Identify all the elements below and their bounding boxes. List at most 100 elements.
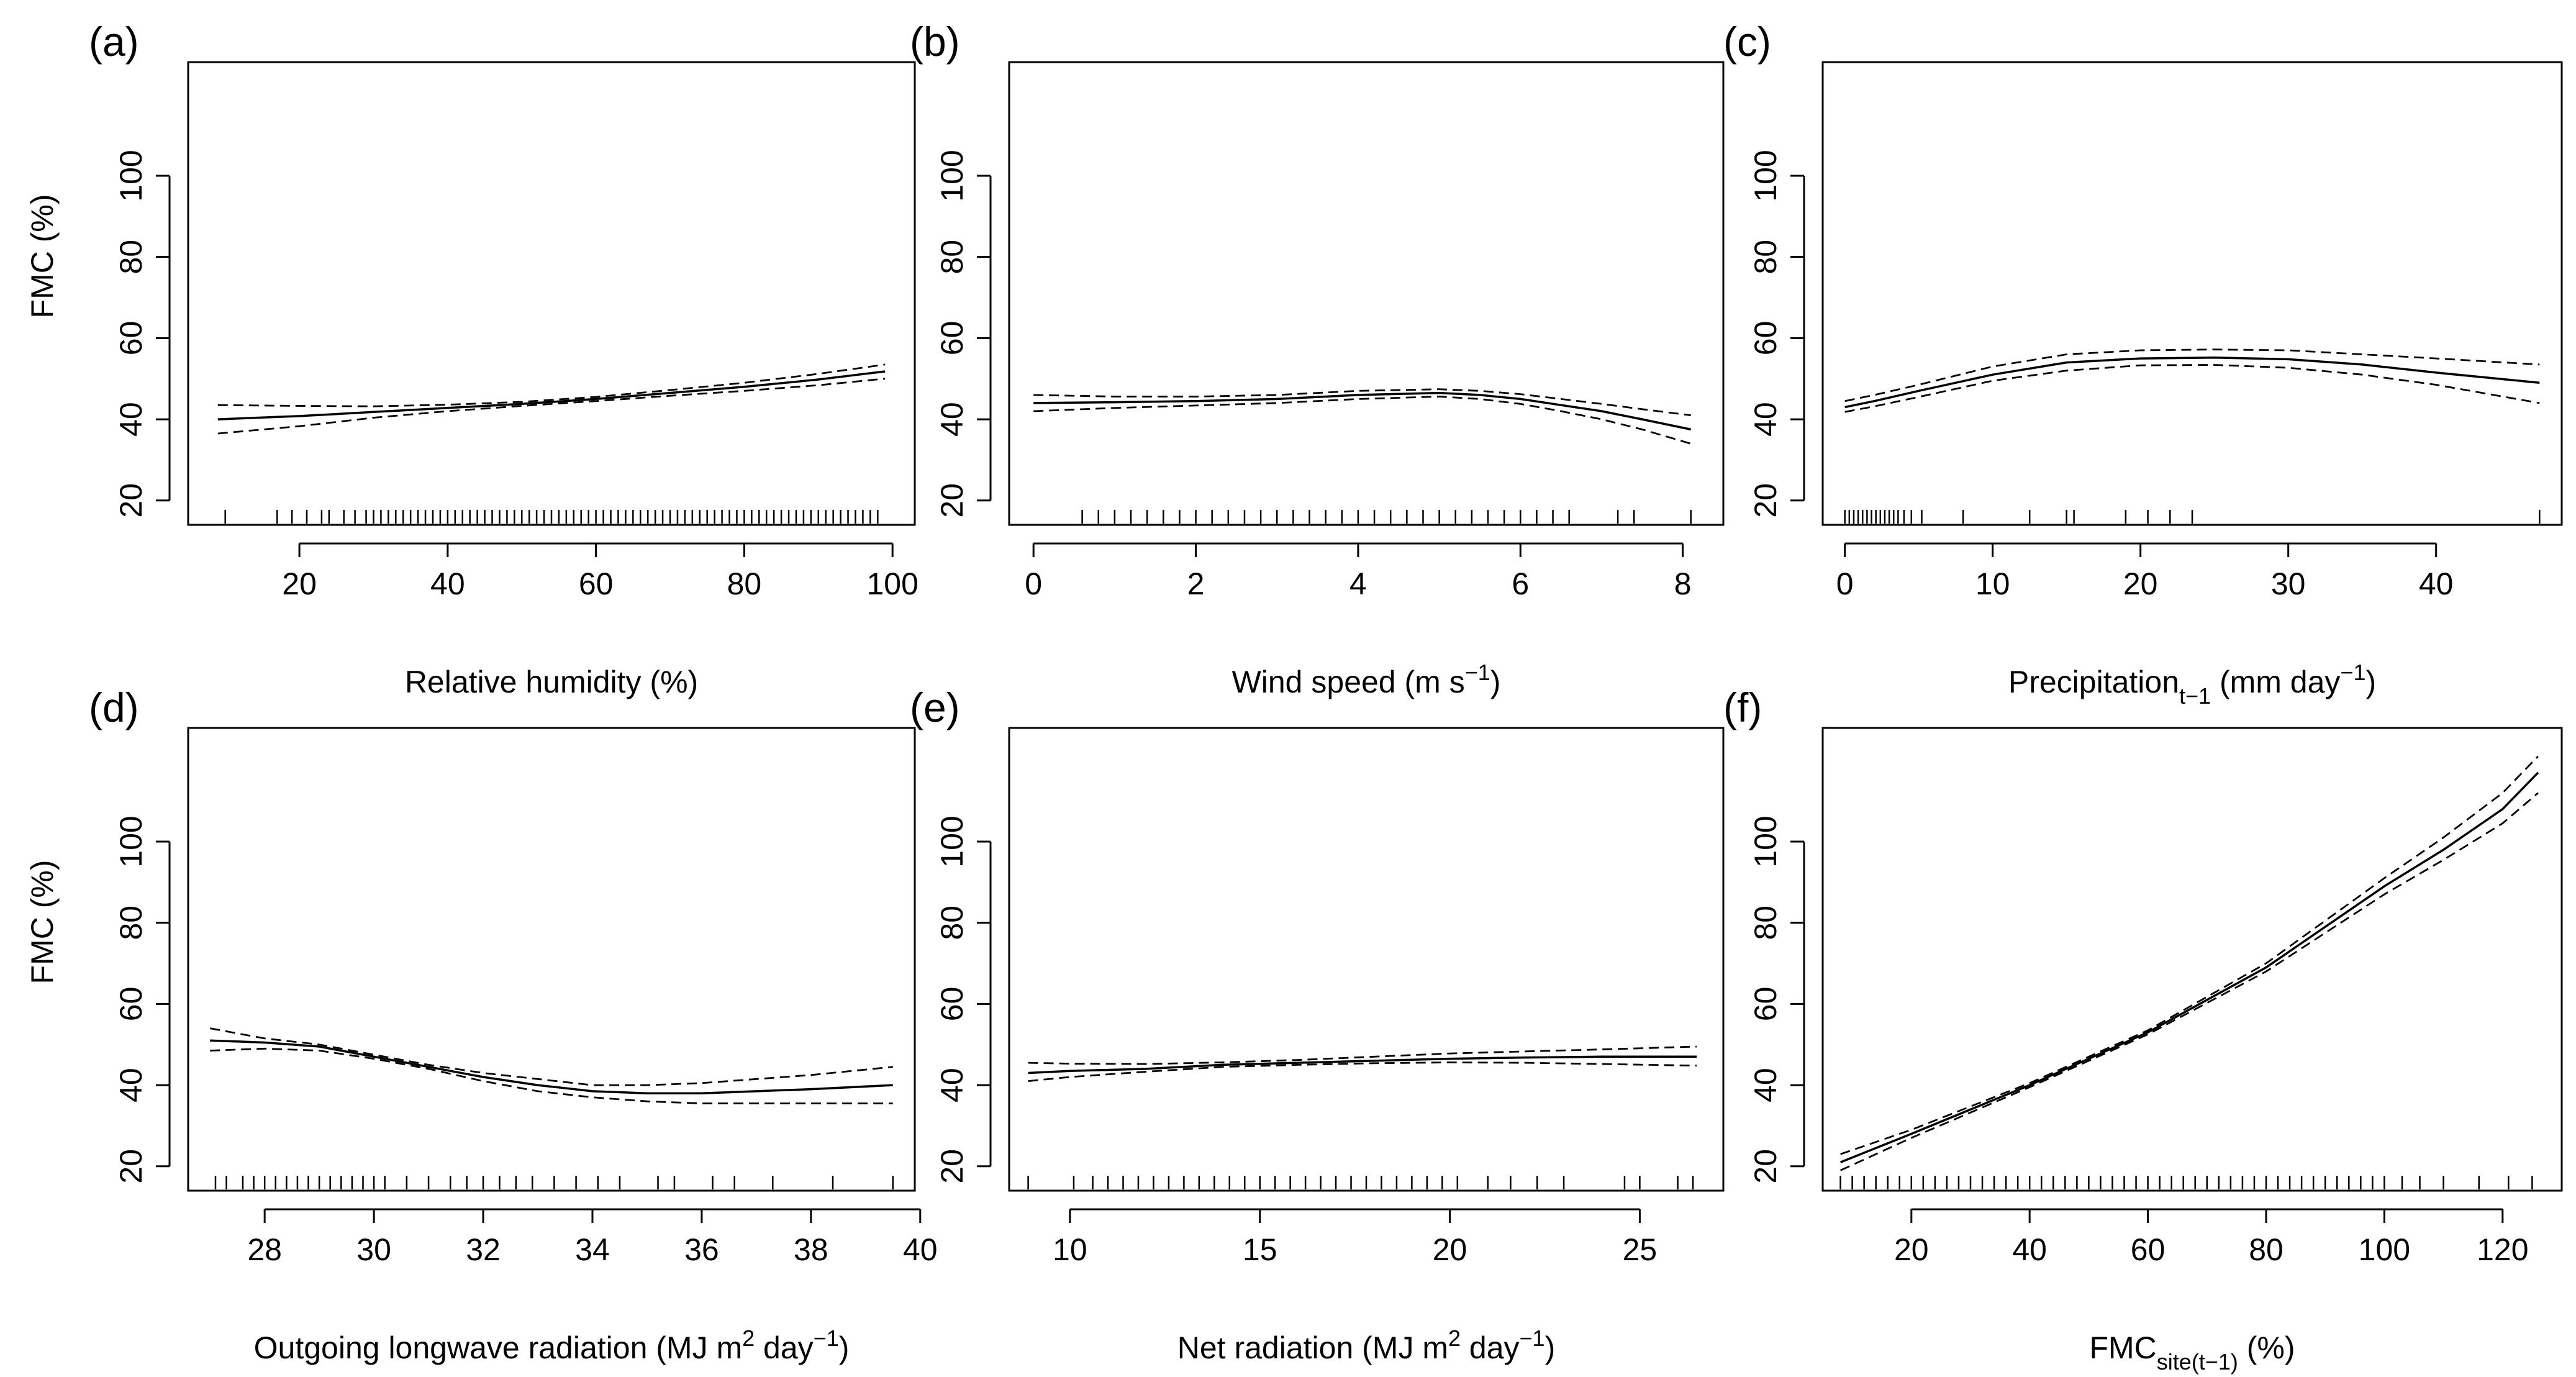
x-tick-label-e: 10 xyxy=(1053,1232,1087,1267)
x-tick-label-c: 40 xyxy=(2419,566,2454,601)
x-tick-label-f: 20 xyxy=(1894,1232,1929,1267)
x-tick-label-e: 15 xyxy=(1243,1232,1277,1267)
y-tick-label-d: 80 xyxy=(114,906,148,940)
plot-frame-d xyxy=(187,727,916,1192)
ci-line-upper-f xyxy=(1840,755,2539,1155)
y-tick-label-b: 100 xyxy=(935,150,969,201)
x-tick-label-f: 60 xyxy=(2131,1232,2166,1267)
x-tick-label-d: 32 xyxy=(466,1232,501,1267)
y-tick-label-a: 60 xyxy=(114,321,148,356)
panel-c: (c) 0 10 20 30 40 20 40 60 80 100 Precipitationt−1 … xyxy=(1723,19,2563,709)
x-tick-label-b: 6 xyxy=(1512,566,1529,601)
x-tick-label-f: 40 xyxy=(2012,1232,2047,1267)
x-tick-label-c: 20 xyxy=(2123,566,2158,601)
y-tick-label-b: 80 xyxy=(935,240,969,275)
ci-line-upper-d xyxy=(209,1027,893,1086)
y-tick-label-c: 20 xyxy=(1748,483,1783,518)
x-axis-label-b: Wind speed (m s−1) xyxy=(1232,660,1501,699)
fit-line-e xyxy=(1028,1055,1697,1075)
panel-a: (a) 20 40 60 80 100 20 40 60 80 100 FMC (%) Relative… xyxy=(25,19,918,699)
x-tick-label-d: 28 xyxy=(247,1232,282,1267)
fit-line-d xyxy=(210,1039,893,1094)
ci-line-lower-d xyxy=(210,1047,893,1104)
fit-line-f xyxy=(1839,771,2539,1163)
x-tick-label-c: 30 xyxy=(2271,566,2306,601)
ci-line-upper-b xyxy=(1033,388,1691,416)
y-tick-label-a: 20 xyxy=(114,483,148,518)
ci-line-lower-b xyxy=(1033,396,1692,445)
x-tick-label-b: 2 xyxy=(1187,566,1205,601)
x-tick-label-a: 100 xyxy=(866,566,918,601)
x-tick-label-a: 60 xyxy=(579,566,614,601)
y-tick-label-f: 40 xyxy=(1748,1068,1783,1102)
plot-frame-e xyxy=(1008,727,1725,1192)
panel-label-c: (c) xyxy=(1723,19,1771,65)
y-tick-label-c: 100 xyxy=(1748,150,1783,201)
x-tick-label-d: 34 xyxy=(575,1232,610,1267)
y-tick-label-c: 80 xyxy=(1748,240,1783,275)
y-tick-label-c: 40 xyxy=(1748,402,1783,437)
y-tick-label-f: 80 xyxy=(1748,906,1783,940)
fit-line-b xyxy=(1033,391,1692,431)
plot-frame-c xyxy=(1821,61,2563,526)
panel-label-f: (f) xyxy=(1723,684,1762,730)
x-tick-label-e: 25 xyxy=(1623,1232,1658,1267)
ci-line-upper-c xyxy=(1844,348,2540,402)
panel-label-a: (a) xyxy=(89,19,139,65)
x-tick-label-d: 36 xyxy=(684,1232,719,1267)
panel-f: (f) 20 40 60 80 100 120 20 40 60 80 100 FMCsite(t−1)… xyxy=(1723,684,2563,1375)
panel-label-b: (b) xyxy=(910,19,960,65)
y-tick-label-b: 20 xyxy=(935,483,969,518)
plot-frame-f xyxy=(1821,727,2563,1192)
plot-frame-a xyxy=(187,61,916,526)
y-tick-label-a: 40 xyxy=(114,402,148,437)
y-tick-label-f: 20 xyxy=(1748,1149,1783,1184)
x-tick-label-b: 8 xyxy=(1674,566,1692,601)
x-axis-label-a: Relative humidity (%) xyxy=(405,665,698,699)
panel-label-d: (d) xyxy=(89,684,139,730)
y-tick-label-a: 100 xyxy=(114,150,148,201)
y-axis-label-d: FMC (%) xyxy=(25,860,60,984)
ci-line-lower-c xyxy=(1844,364,2540,413)
panel-b: (b) 0 2 4 6 8 20 40 60 80 100 Wind speed (m s−1) xyxy=(910,19,1725,699)
x-axis-label-e: Net radiation (MJ m2 day−1) xyxy=(1177,1325,1555,1365)
x-tick-label-d: 30 xyxy=(356,1232,391,1267)
x-tick-label-f: 120 xyxy=(2477,1232,2528,1267)
x-tick-label-f: 80 xyxy=(2249,1232,2283,1267)
y-tick-label-e: 40 xyxy=(935,1068,969,1102)
x-tick-label-a: 80 xyxy=(727,566,762,601)
x-tick-label-c: 10 xyxy=(1975,566,2010,601)
y-tick-label-d: 60 xyxy=(114,987,148,1022)
fit-line-c xyxy=(1844,357,2540,409)
fit-line-a xyxy=(217,370,886,420)
y-tick-label-e: 20 xyxy=(935,1149,969,1184)
x-tick-label-d: 38 xyxy=(794,1232,828,1267)
y-tick-label-b: 60 xyxy=(935,321,969,356)
y-tick-label-a: 80 xyxy=(114,240,148,275)
x-tick-label-b: 4 xyxy=(1349,566,1367,601)
x-axis-label-c: Precipitationt−1 (mm day−1) xyxy=(2008,660,2376,709)
y-tick-label-e: 80 xyxy=(935,906,969,940)
y-tick-label-c: 60 xyxy=(1748,321,1783,356)
ci-line-lower-f xyxy=(1840,792,2539,1171)
y-tick-label-e: 100 xyxy=(935,816,969,867)
y-tick-label-b: 40 xyxy=(935,402,969,437)
y-tick-label-d: 100 xyxy=(114,816,148,867)
ci-line-lower-a xyxy=(217,378,886,435)
y-tick-label-f: 100 xyxy=(1748,816,1783,867)
y-tick-label-f: 60 xyxy=(1748,987,1783,1022)
ci-line-upper-a xyxy=(217,363,886,407)
y-tick-label-e: 60 xyxy=(935,987,969,1022)
y-axis-label-a: FMC (%) xyxy=(25,194,60,319)
panel-e: (e) 10 15 20 25 20 40 60 80 100 Net radiation (MJ … xyxy=(910,684,1725,1365)
x-axis-label-f: FMCsite(t−1) (%) xyxy=(2089,1330,2295,1375)
x-tick-label-f: 100 xyxy=(2359,1232,2410,1267)
panel-d: (d) 28 30 32 34 36 38 40 20 40 60 80 100 FMC (%) Outgo… xyxy=(25,684,938,1365)
x-tick-label-a: 40 xyxy=(430,566,465,601)
y-tick-label-d: 20 xyxy=(114,1149,148,1184)
panel-label-e: (e) xyxy=(910,684,960,730)
ci-line-lower-e xyxy=(1028,1061,1697,1082)
x-axis-label-d: Outgoing longwave radiation (MJ m2 day−1… xyxy=(254,1325,850,1365)
x-tick-label-a: 20 xyxy=(282,566,317,601)
